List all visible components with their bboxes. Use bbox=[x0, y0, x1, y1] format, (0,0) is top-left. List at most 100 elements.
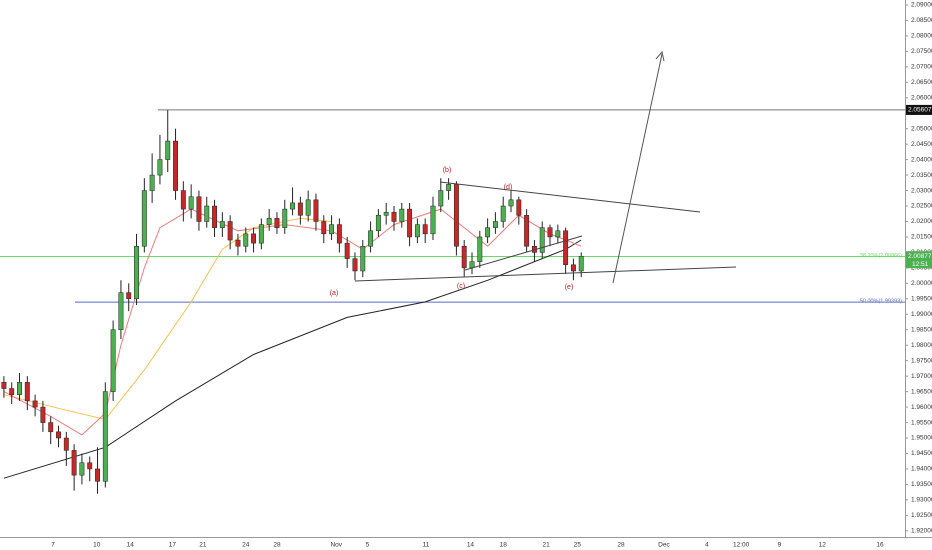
candle-body bbox=[141, 190, 147, 247]
candle-body bbox=[40, 406, 46, 423]
price-tag-label: 2.05607 bbox=[908, 107, 932, 114]
y-tick-label: 2.02500 bbox=[911, 203, 932, 210]
candle-body bbox=[360, 245, 366, 272]
y-tick-label: 1.95000 bbox=[911, 435, 932, 442]
candle-body bbox=[251, 233, 257, 244]
y-tick-label: 2.08000 bbox=[911, 33, 932, 40]
arrow-line bbox=[612, 53, 663, 284]
candle-body bbox=[539, 227, 545, 253]
candle-body bbox=[578, 255, 584, 272]
candle-body bbox=[1, 382, 7, 389]
candle-body bbox=[492, 221, 498, 228]
x-tick-label: Dec bbox=[658, 542, 670, 549]
y-tick-label: 1.92500 bbox=[911, 512, 932, 519]
candle-body bbox=[102, 391, 108, 482]
y-tick-label: 1.96000 bbox=[911, 404, 932, 411]
candle-body bbox=[274, 218, 280, 228]
candle-body bbox=[188, 196, 194, 210]
level-label: 38.20%(2.00866) bbox=[860, 253, 902, 259]
candle-body bbox=[547, 227, 553, 238]
candle-body bbox=[212, 205, 217, 228]
candle-body bbox=[438, 190, 444, 207]
y-tick-label: 1.93500 bbox=[911, 481, 932, 488]
x-tick-label: 21 bbox=[543, 542, 551, 549]
x-tick-label: 28 bbox=[273, 542, 281, 549]
candle-body bbox=[461, 245, 467, 269]
wave-label: (a) bbox=[330, 290, 339, 297]
candle-body bbox=[508, 199, 514, 207]
y-tick-label: 1.99000 bbox=[911, 311, 932, 318]
candle-body bbox=[110, 329, 116, 392]
y-tick-label: 2.06000 bbox=[911, 94, 932, 101]
x-tick-label: 28 bbox=[617, 542, 625, 549]
x-tick-label: 25 bbox=[574, 542, 582, 549]
wave-label: (b) bbox=[443, 167, 452, 174]
x-tick-label: 12:00 bbox=[733, 542, 750, 549]
wave-label: (c) bbox=[457, 283, 465, 290]
y-tick-label: 2.03000 bbox=[911, 187, 932, 194]
y-tick-label: 1.99500 bbox=[911, 296, 932, 303]
candle-body bbox=[570, 264, 576, 272]
candle-body bbox=[321, 221, 327, 235]
candle-body bbox=[485, 227, 491, 238]
candle-body bbox=[17, 382, 22, 395]
y-tick-label: 1.95500 bbox=[911, 419, 932, 426]
y-tick-label: 1.94000 bbox=[911, 466, 932, 473]
trend-line bbox=[464, 235, 583, 271]
candle-body bbox=[63, 437, 69, 451]
candle-body bbox=[297, 202, 303, 216]
x-tick-label: 7 bbox=[51, 542, 55, 549]
candle-body bbox=[157, 159, 163, 176]
x-tick-label: 5 bbox=[366, 542, 370, 549]
candle-body bbox=[173, 140, 178, 191]
candle-body bbox=[391, 211, 397, 222]
y-tick-label: 2.01500 bbox=[911, 234, 932, 241]
x-tick-label: 14 bbox=[467, 542, 475, 549]
triangle-lower-line bbox=[354, 266, 737, 282]
y-tick-label: 2.05000 bbox=[911, 125, 932, 132]
candle-body bbox=[352, 258, 358, 272]
candle-body bbox=[368, 230, 374, 247]
candle-body bbox=[134, 245, 139, 300]
y-tick-label: 2.03500 bbox=[911, 172, 932, 179]
x-tick-label: 9 bbox=[778, 542, 782, 549]
arrow-head bbox=[655, 50, 665, 62]
candle-body bbox=[149, 174, 155, 191]
candle-body bbox=[126, 292, 132, 300]
candle-body bbox=[118, 292, 124, 330]
x-tick-label: 10 bbox=[93, 542, 101, 549]
candle-body bbox=[430, 205, 436, 235]
y-tick-label: 2.07500 bbox=[911, 48, 932, 55]
candle-body bbox=[313, 199, 319, 222]
candle-body bbox=[227, 221, 233, 241]
y-tick-label: 1.94500 bbox=[911, 450, 932, 457]
candle-body bbox=[500, 205, 506, 222]
candle-body bbox=[87, 462, 93, 470]
wave-label: (e) bbox=[565, 284, 574, 291]
x-tick-label: Nov bbox=[330, 542, 342, 549]
candle-body bbox=[336, 224, 342, 244]
x-tick-label: 18 bbox=[500, 542, 508, 549]
y-tick-label: 1.92000 bbox=[911, 528, 932, 535]
candle-body bbox=[71, 450, 77, 476]
y-tick-label: 1.97000 bbox=[911, 373, 932, 380]
wave-label: (d) bbox=[504, 184, 513, 191]
candle-body bbox=[266, 218, 272, 225]
candle-body bbox=[414, 224, 420, 238]
y-tick-label: 2.04000 bbox=[911, 156, 932, 163]
x-tick-label: 14 bbox=[127, 542, 135, 549]
y-tick-label: 2.00000 bbox=[911, 280, 932, 287]
triangle-upper-line bbox=[439, 181, 701, 213]
candle-body bbox=[9, 388, 15, 395]
candle-body bbox=[290, 202, 296, 210]
y-tick-label: 1.98000 bbox=[911, 342, 932, 349]
x-tick-label: 21 bbox=[199, 542, 207, 549]
x-tick-label: 16 bbox=[876, 542, 884, 549]
candle-body bbox=[469, 261, 475, 269]
y-tick-label: 2.07000 bbox=[911, 64, 932, 71]
candle-body bbox=[24, 382, 30, 402]
y-tick-label: 1.96500 bbox=[911, 388, 932, 395]
x-tick-label: 24 bbox=[242, 542, 250, 549]
